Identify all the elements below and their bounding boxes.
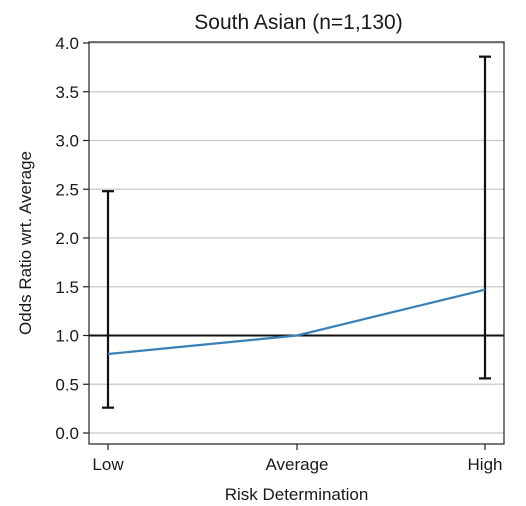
chart-title: South Asian (n=1,130) bbox=[194, 11, 402, 34]
y-tick-label-8: 4.0 bbox=[55, 34, 79, 53]
y-tick-label-2: 1.0 bbox=[55, 327, 79, 346]
series-line bbox=[107, 288, 486, 356]
y-tick-label-1: 0.5 bbox=[55, 375, 79, 394]
grid-lines bbox=[89, 42, 504, 434]
y-tick-label-7: 3.5 bbox=[55, 83, 79, 102]
y-tick-label-3: 1.5 bbox=[55, 278, 79, 297]
error-bars bbox=[102, 55, 491, 409]
x-axis-ticks: Low Average High bbox=[92, 444, 502, 474]
x-axis-label: Risk Determination bbox=[225, 485, 369, 504]
x-tick-label-0: Low bbox=[92, 455, 124, 474]
y-axis-label: Odds Ratio wrt. Average bbox=[16, 151, 35, 335]
y-tick-label-6: 3.0 bbox=[55, 132, 79, 151]
y-tick-label-4: 2.0 bbox=[55, 229, 79, 248]
y-tick-label-5: 2.5 bbox=[55, 180, 79, 199]
y-axis-ticks: 0.0 0.5 1.0 1.5 2.0 2.5 3.0 3.5 4.0 bbox=[55, 34, 89, 443]
x-tick-label-1: Average bbox=[265, 455, 328, 474]
y-tick-label-0: 0.0 bbox=[55, 424, 79, 443]
x-tick-label-2: High bbox=[468, 455, 503, 474]
series-lines bbox=[107, 288, 486, 356]
